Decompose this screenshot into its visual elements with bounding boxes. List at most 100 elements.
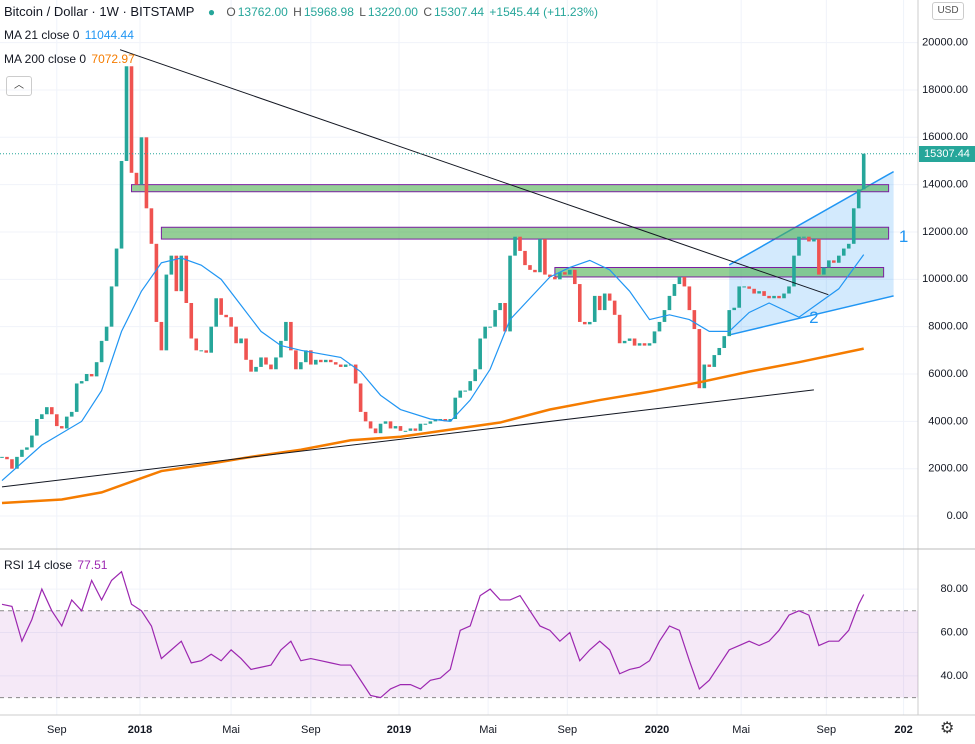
candle (224, 314, 228, 318)
candle (657, 321, 662, 332)
currency-button[interactable]: USD (932, 2, 964, 20)
candle (607, 293, 612, 301)
candle (154, 243, 159, 322)
candle (473, 369, 477, 382)
y-tick-label: 12000.00 (922, 226, 968, 238)
y-tick-label: 40.00 (940, 670, 968, 682)
collapse-button[interactable]: ︿ (6, 76, 32, 96)
candle (577, 284, 582, 322)
x-tick-label: Sep (558, 724, 578, 736)
candle (423, 423, 428, 425)
y-tick-label: 4000.00 (928, 415, 968, 427)
zone (160, 226, 890, 240)
x-tick-label: 202 (894, 724, 912, 736)
legend-row: Bitcoin / Dollar · 1W · BITSTAMP ● O 1376… (4, 4, 600, 19)
candle (817, 239, 821, 275)
y-tick-label: 14000.00 (922, 179, 968, 191)
candle (149, 208, 154, 244)
y-tick-label: 80.00 (940, 583, 968, 595)
candle (737, 286, 741, 308)
candle (0, 456, 4, 458)
candle (597, 295, 602, 311)
candle (59, 426, 64, 429)
last-price-label: 15307.44 (919, 146, 975, 162)
zone (554, 266, 885, 278)
candle (587, 321, 592, 325)
candle (25, 447, 29, 450)
candle (209, 326, 213, 353)
y-tick-label: 18000.00 (922, 84, 968, 96)
candle (20, 449, 24, 457)
c-value: 15307.44 (434, 5, 485, 19)
candle (333, 362, 338, 365)
candle (239, 338, 243, 344)
candle (453, 397, 458, 419)
channel-line (729, 295, 894, 336)
candle (398, 426, 403, 431)
candle (777, 295, 781, 299)
candle (368, 421, 373, 429)
settings-icon[interactable]: ⚙ (940, 720, 955, 737)
candle (687, 286, 692, 311)
c-label: C (423, 5, 432, 19)
candle (558, 272, 562, 280)
candle (74, 383, 79, 412)
h-label: H (293, 5, 302, 19)
candle (513, 236, 517, 256)
ma200-legend[interactable]: MA 200 close 0 7072.97 (4, 52, 137, 66)
candle (702, 364, 707, 389)
ma21-legend[interactable]: MA 21 close 0 11044.44 (4, 28, 136, 42)
candle (129, 66, 134, 173)
candle (383, 421, 388, 424)
change: +1545.44 (+11.23%) (489, 5, 598, 19)
candle (279, 340, 283, 358)
candle (5, 456, 9, 460)
candle (553, 276, 557, 280)
x-tick-label: 2018 (128, 724, 152, 736)
candle (518, 236, 522, 251)
candle (313, 359, 318, 365)
candle (632, 338, 637, 346)
candle (538, 239, 542, 273)
candle (304, 350, 308, 363)
candle (528, 265, 532, 270)
candle (792, 255, 796, 287)
candle (458, 390, 463, 398)
candle (837, 255, 841, 263)
candle (159, 321, 164, 351)
candle (89, 374, 94, 377)
candle (533, 269, 537, 273)
candle (299, 362, 303, 370)
candle (812, 239, 816, 242)
candle (274, 357, 278, 370)
candle (622, 340, 627, 344)
trend-line (119, 49, 829, 296)
candle (647, 343, 652, 346)
candle (548, 274, 552, 277)
candle (109, 286, 114, 327)
candle (617, 314, 622, 344)
candle (627, 338, 632, 341)
candle (523, 250, 527, 266)
candle (94, 362, 99, 377)
candle (747, 286, 751, 289)
candle (612, 300, 617, 315)
candle (104, 326, 109, 341)
l-value: 13220.00 (367, 5, 418, 19)
candle (543, 239, 547, 275)
y-tick-label: 2000.00 (928, 463, 968, 475)
rsi-legend[interactable]: RSI 14 close 77.51 (4, 558, 109, 572)
candle (174, 255, 179, 292)
ma21-value: 11044.44 (84, 28, 134, 42)
candle (54, 414, 59, 427)
candle (144, 137, 149, 209)
candle (40, 414, 44, 419)
candle (403, 430, 408, 432)
candle (767, 295, 771, 299)
candle (35, 418, 39, 436)
candle (592, 295, 597, 322)
candle (697, 329, 702, 389)
moving-average (1, 254, 865, 481)
candle (503, 302, 507, 332)
